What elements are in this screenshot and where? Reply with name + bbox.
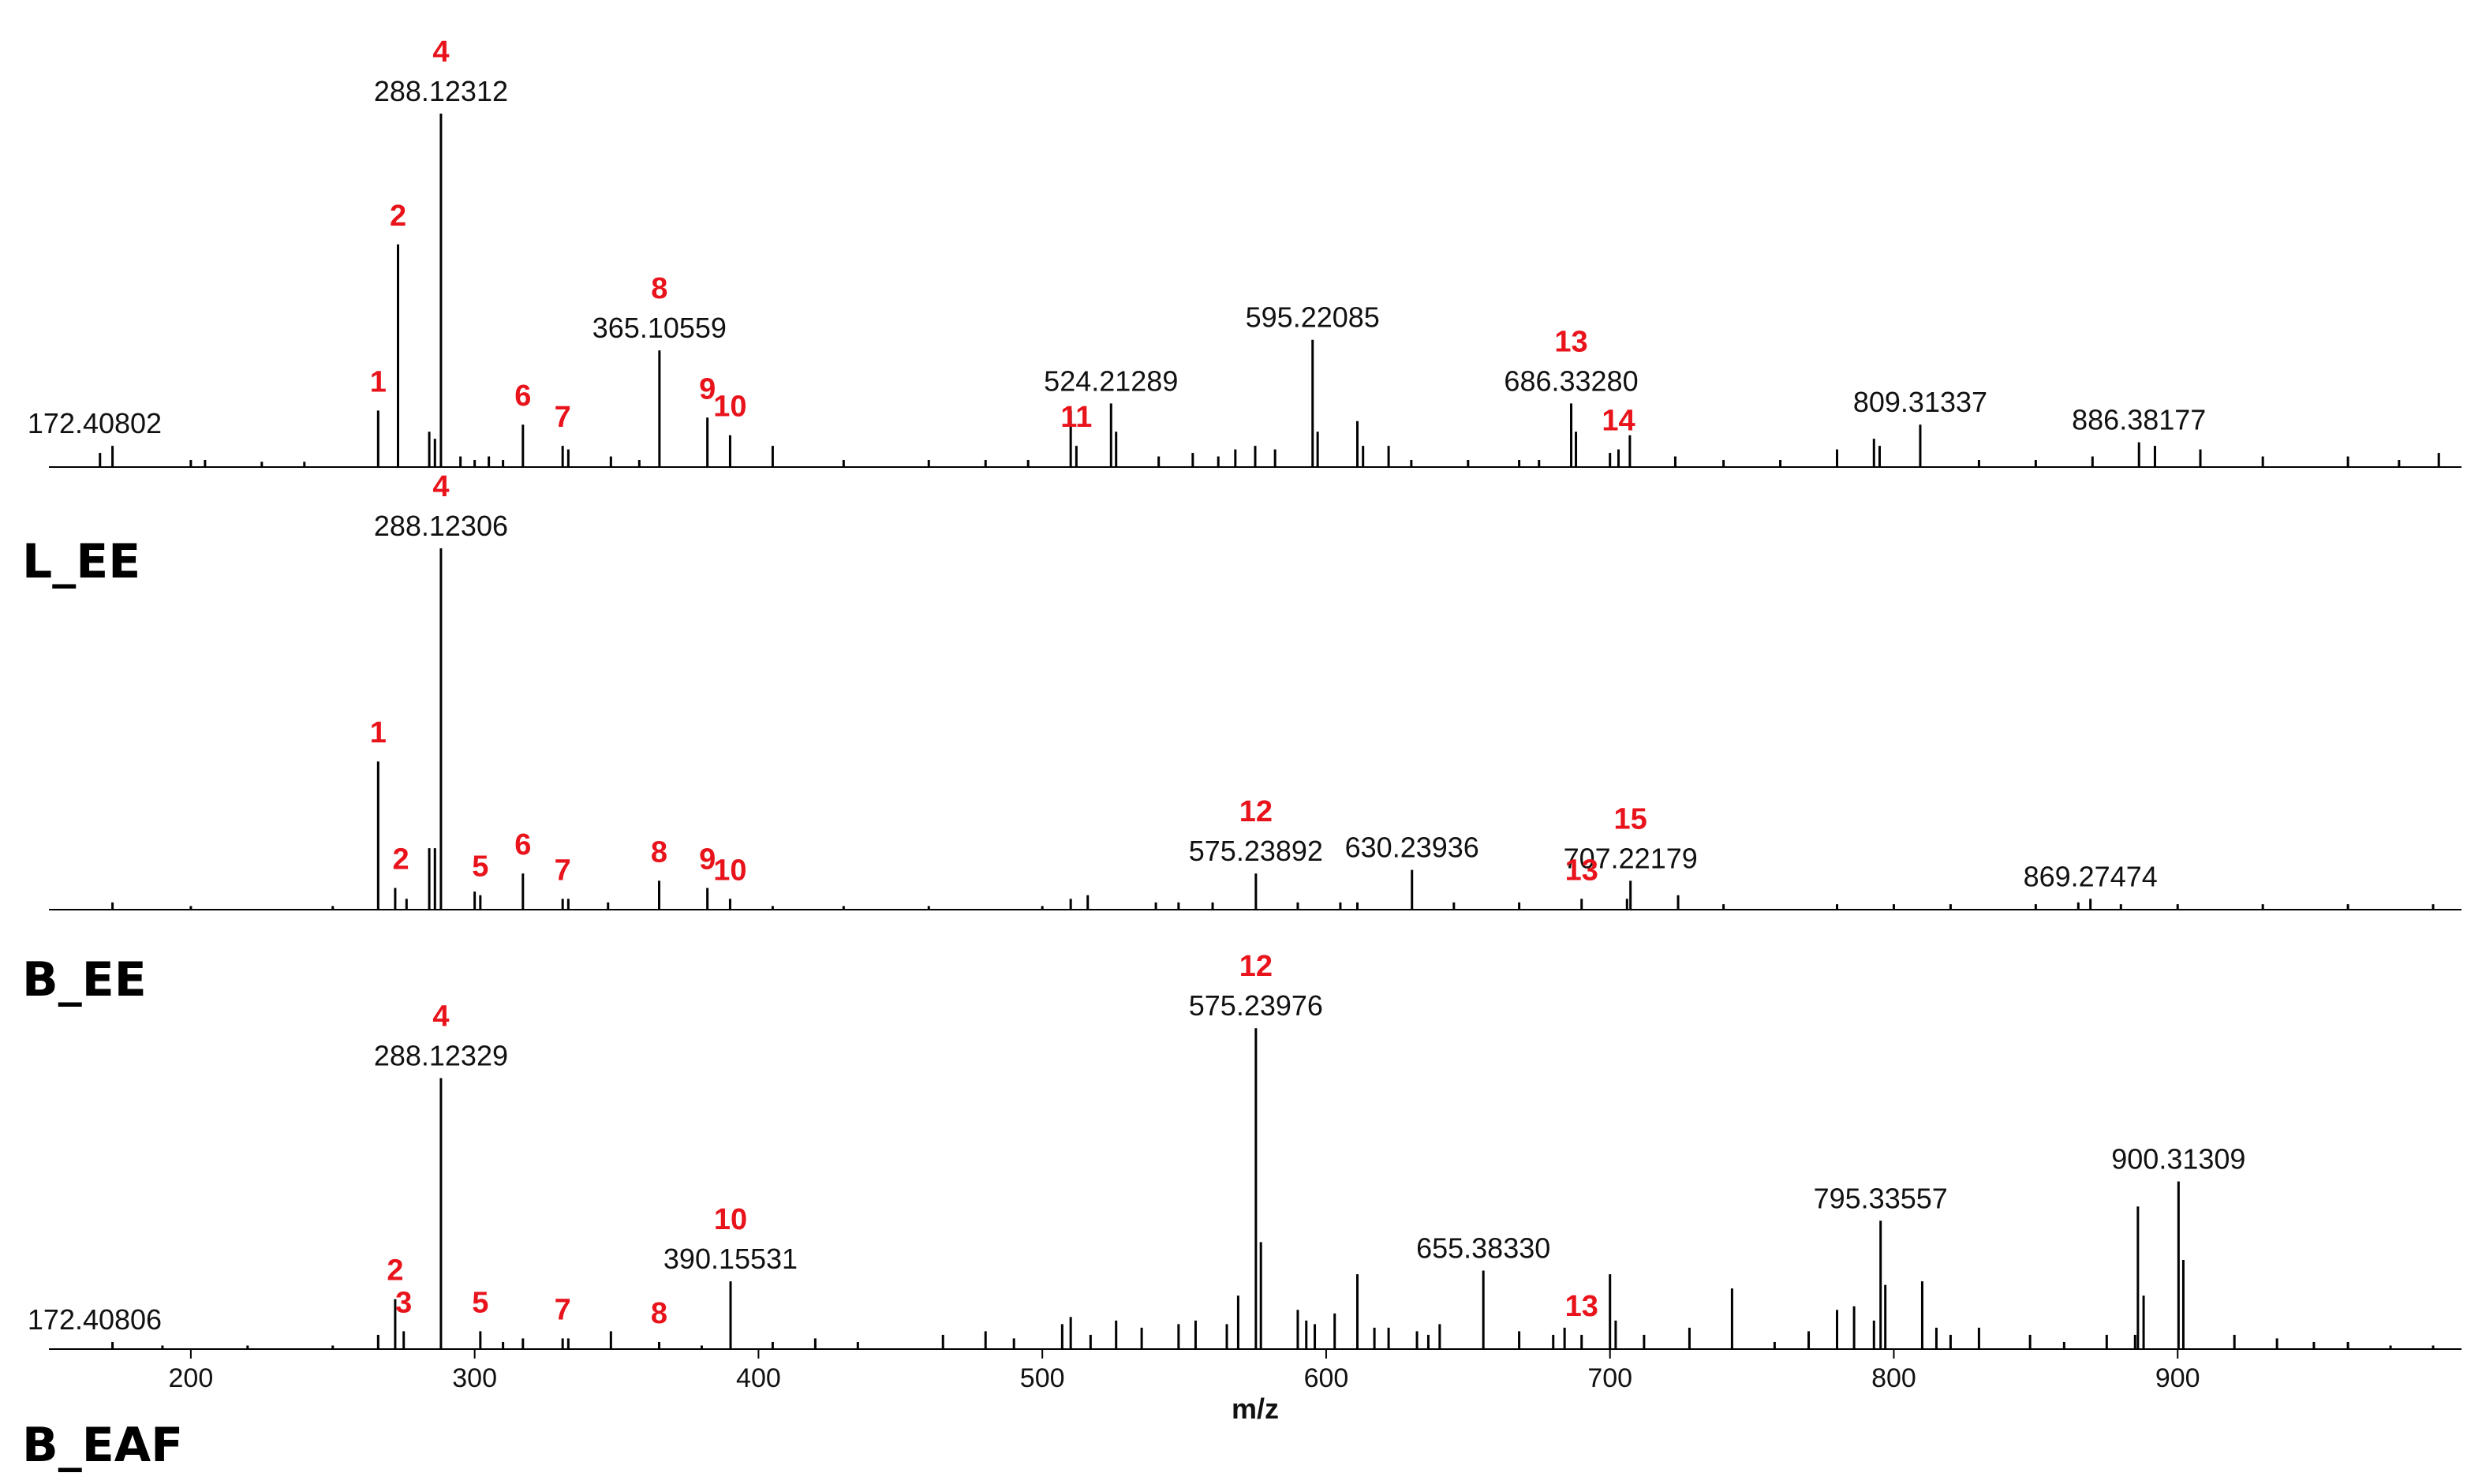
compound-number: 7 (555, 1293, 571, 1326)
compound-number: 12 (1239, 950, 1273, 983)
mz-label: 655.38330 (1416, 1232, 1550, 1265)
sample-label-l-ee: L_EE (22, 534, 140, 589)
mz-label: 795.33557 (1814, 1182, 1948, 1214)
compound-number: 9 (699, 843, 716, 877)
mz-label: 172.40806 (28, 1303, 162, 1336)
mz-label: 524.21289 (1044, 364, 1178, 397)
compound-number: 7 (555, 854, 571, 887)
compound-number: 3 (395, 1286, 412, 1319)
compound-number: 13 (1554, 325, 1587, 358)
compound-number: 6 (514, 379, 531, 413)
compound-number: 4 (432, 36, 449, 69)
sample-label-b-eaf: B_EAF (22, 1418, 183, 1473)
compound-number: 13 (1565, 1290, 1598, 1323)
compound-number: 5 (472, 850, 488, 884)
compound-number: 1 (370, 365, 387, 398)
compound-number: 2 (393, 843, 409, 877)
spectrum-panel-b-eaf: 172.40806 288.12329 390.15531 575.23976 655.… (22, 950, 2461, 1473)
mz-label: 886.38177 (2072, 404, 2206, 436)
compound-number: 4 (432, 470, 449, 503)
x-tick-label: 800 (1871, 1363, 1916, 1393)
compound-number: 10 (713, 854, 746, 887)
mz-label: 630.23936 (1345, 832, 1479, 864)
x-tick-label: 300 (452, 1363, 497, 1393)
x-axis-label: m/z (1232, 1392, 1279, 1425)
mz-label: 288.12312 (374, 75, 508, 107)
compound-number: 11 (1060, 401, 1092, 434)
compound-number: 12 (1239, 795, 1273, 828)
compound-number: 13 (1565, 854, 1598, 887)
compound-number: 10 (713, 391, 746, 424)
mz-label: 288.12329 (374, 1039, 508, 1071)
mz-label: 900.31309 (2111, 1143, 2245, 1176)
compound-number: 10 (714, 1203, 747, 1236)
compound-number: 2 (387, 1254, 403, 1288)
compound-number: 7 (555, 401, 571, 434)
mz-label: 575.23976 (1189, 989, 1323, 1022)
mz-label: 365.10559 (592, 312, 727, 344)
spectrum-panel-l-ee: 172.40802 288.12312 365.10559 524.21289 595.… (22, 36, 2461, 589)
x-tick-label: 400 (736, 1363, 781, 1393)
mz-label: 288.12306 (374, 510, 508, 542)
compound-number: 9 (699, 372, 716, 406)
compound-number: 4 (432, 1000, 449, 1033)
compound-number: 15 (1614, 802, 1647, 835)
x-tick-label: 200 (169, 1363, 214, 1393)
compound-number: 5 (472, 1286, 488, 1319)
mz-label: 707.22179 (1564, 842, 1698, 874)
sample-label-b-ee: B_EE (22, 952, 147, 1007)
x-tick-label: 900 (2155, 1363, 2200, 1393)
x-tick-label: 700 (1587, 1363, 1632, 1393)
mz-label: 390.15531 (663, 1243, 798, 1275)
mz-label: 575.23892 (1189, 835, 1323, 867)
mz-label: 869.27474 (2024, 860, 2158, 892)
compound-number: 8 (651, 1297, 667, 1330)
x-tick-label: 500 (1020, 1363, 1065, 1393)
compound-number: 8 (651, 272, 667, 305)
mz-label: 809.31337 (1853, 386, 1987, 418)
spectrum-panel-b-ee: 288.12306 575.23892 630.23936 707.22179 869.… (22, 470, 2461, 1007)
mz-label: 595.22085 (1246, 301, 1380, 334)
mz-label: 686.33280 (1504, 364, 1638, 397)
compound-number: 14 (1602, 405, 1635, 438)
x-axis: 200 300 400 500 600 700 800 900 (169, 1349, 2200, 1393)
compound-number: 2 (390, 200, 406, 233)
compound-number: 1 (370, 716, 387, 749)
mz-label: 172.40802 (28, 407, 162, 439)
compound-number: 8 (651, 835, 667, 869)
compound-number: 6 (514, 828, 531, 862)
x-tick-label: 600 (1304, 1363, 1349, 1393)
